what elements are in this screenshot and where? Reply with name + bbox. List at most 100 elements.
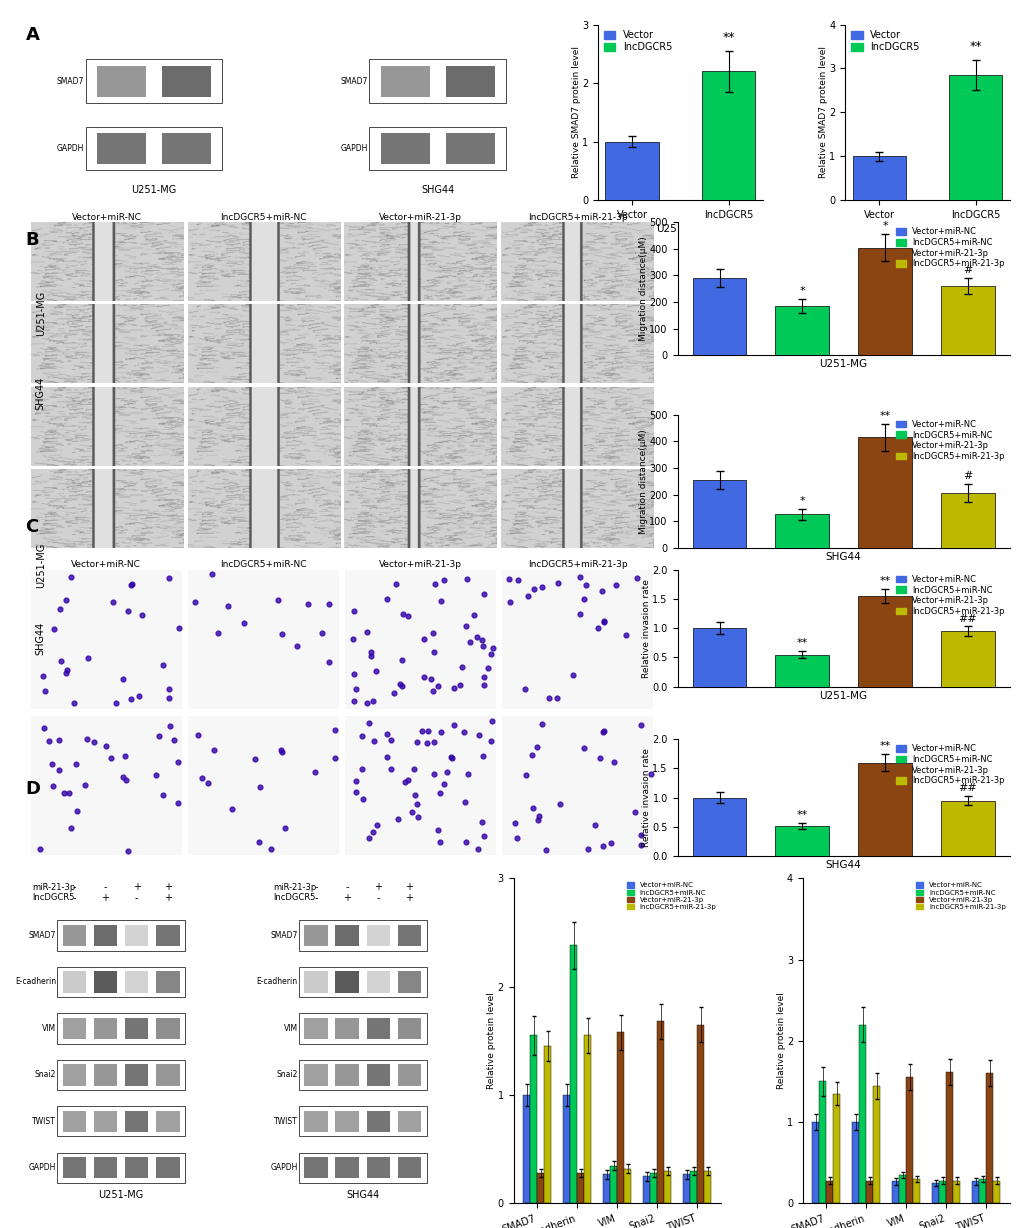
Bar <box>616 1033 624 1203</box>
Bar <box>530 1035 537 1203</box>
Point <box>353 727 369 747</box>
Point <box>133 605 150 625</box>
Point <box>32 839 48 858</box>
Point <box>347 782 364 802</box>
Point <box>79 648 96 668</box>
Point <box>475 675 491 695</box>
Point <box>533 577 549 597</box>
Point <box>345 602 362 621</box>
Text: -: - <box>344 882 348 893</box>
Point <box>524 745 540 765</box>
Bar <box>57 920 184 950</box>
Point <box>393 651 410 670</box>
Point <box>114 768 130 787</box>
Point <box>500 570 517 589</box>
Bar <box>701 71 754 200</box>
Legend: Vector+miR-NC, lncDGCR5+miR-NC, Vector+miR-21-3p, lncDGCR5+miR-21-3p: Vector+miR-NC, lncDGCR5+miR-NC, Vector+m… <box>894 419 1005 462</box>
Bar <box>94 1110 117 1132</box>
Bar <box>938 1180 946 1203</box>
Text: +: + <box>164 882 172 893</box>
Point <box>455 722 472 742</box>
Bar <box>125 1018 148 1039</box>
Text: A: A <box>25 26 40 44</box>
Text: lncDGCR5: lncDGCR5 <box>33 894 74 903</box>
Point <box>506 813 523 833</box>
Point <box>407 785 423 804</box>
Title: lncDGCR5+miR-21-3p: lncDGCR5+miR-21-3p <box>527 212 627 221</box>
Bar <box>366 1157 389 1179</box>
Bar <box>62 1157 86 1179</box>
X-axis label: SHG44: SHG44 <box>825 860 861 871</box>
Y-axis label: Migration distance(μM): Migration distance(μM) <box>638 237 647 341</box>
Bar <box>940 801 994 856</box>
Point <box>206 740 222 760</box>
Point <box>251 777 267 797</box>
Point <box>288 636 305 656</box>
Legend: Vector+miR-NC, lncDGCR5+miR-NC, Vector+miR-21-3p, lncDGCR5+miR-21-3p: Vector+miR-NC, lncDGCR5+miR-NC, Vector+m… <box>894 743 1005 786</box>
Point <box>344 630 361 650</box>
Point <box>595 612 611 631</box>
Bar <box>94 1065 117 1086</box>
Point <box>386 684 403 704</box>
Bar <box>62 1110 86 1132</box>
Point <box>365 691 381 711</box>
Point <box>154 785 170 804</box>
Point <box>443 748 460 768</box>
Bar <box>335 1065 359 1086</box>
Text: SHG44: SHG44 <box>36 621 46 656</box>
Bar <box>335 1018 359 1039</box>
Point <box>457 792 473 812</box>
Point <box>382 759 398 779</box>
Point <box>593 581 609 600</box>
Point <box>459 764 475 783</box>
Point <box>572 604 588 624</box>
Bar <box>86 59 222 103</box>
Title: Vector+miR-21-3p: Vector+miR-21-3p <box>379 212 462 221</box>
Point <box>347 771 364 791</box>
Bar <box>304 1157 327 1179</box>
Text: GAPDH: GAPDH <box>56 144 84 154</box>
Point <box>391 674 408 694</box>
Point <box>484 639 500 658</box>
Bar <box>953 1180 960 1203</box>
Text: miR-21-3p: miR-21-3p <box>273 883 317 892</box>
Point <box>320 652 336 672</box>
Bar <box>57 1013 184 1044</box>
Text: miR-21-3p: miR-21-3p <box>33 883 75 892</box>
Point <box>458 616 474 636</box>
Point <box>190 726 206 745</box>
Point <box>368 815 384 835</box>
Point <box>378 589 394 609</box>
Bar <box>978 1179 985 1203</box>
Bar <box>162 133 211 165</box>
Bar <box>857 248 911 355</box>
Point <box>414 721 430 740</box>
X-axis label: U251-MG: U251-MG <box>819 360 867 370</box>
Y-axis label: Relative invasion rate: Relative invasion rate <box>641 578 650 678</box>
Point <box>594 722 610 742</box>
Point <box>633 715 649 734</box>
Bar <box>304 1065 327 1086</box>
Bar <box>94 1018 117 1039</box>
Point <box>79 729 96 749</box>
Point <box>426 642 442 662</box>
Text: *: * <box>881 221 887 231</box>
Point <box>210 624 226 643</box>
Point <box>419 721 435 740</box>
Point <box>160 689 176 709</box>
Point <box>220 597 236 616</box>
Bar <box>366 1018 389 1039</box>
Point <box>123 576 140 596</box>
Point <box>426 765 442 785</box>
Point <box>62 567 78 587</box>
Point <box>194 769 210 788</box>
Y-axis label: Relative invasion rate: Relative invasion rate <box>641 748 650 847</box>
Bar <box>865 1180 872 1203</box>
Text: B: B <box>25 231 39 249</box>
Point <box>326 748 342 768</box>
Point <box>187 592 204 612</box>
Bar <box>299 1013 426 1044</box>
Point <box>363 646 379 666</box>
Point <box>589 619 605 639</box>
Point <box>549 573 566 593</box>
